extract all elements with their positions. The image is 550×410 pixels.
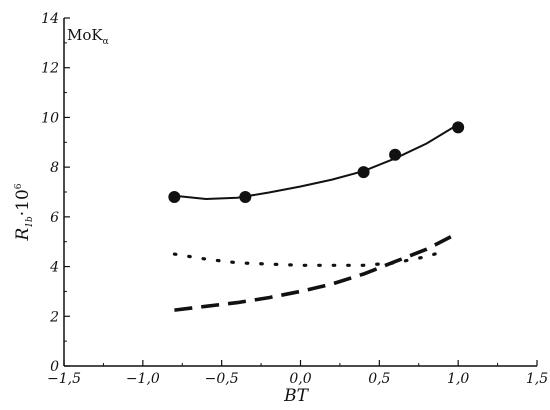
x-tick-label: 1,5 bbox=[526, 371, 548, 387]
y-tick-label: 0 bbox=[50, 359, 59, 375]
series-0-point bbox=[452, 121, 465, 134]
y-tick-label: 8 bbox=[50, 160, 59, 176]
axes bbox=[63, 18, 537, 367]
series bbox=[168, 121, 465, 312]
y-label-sub: 1b bbox=[25, 216, 35, 228]
x-tick-label: −1,5 bbox=[47, 371, 81, 387]
annotation-label: MoKα bbox=[67, 26, 109, 47]
y-label-main: R bbox=[13, 228, 33, 242]
x-tick-label: −1,0 bbox=[126, 371, 160, 387]
series-1-line bbox=[172, 250, 444, 267]
x-tick-label: −0,5 bbox=[205, 371, 239, 387]
y-axis-label: R1b·106 bbox=[13, 183, 35, 241]
x-tick-label: 1,0 bbox=[447, 371, 469, 387]
y-tick-label: 4 bbox=[49, 260, 59, 276]
ticks: −1,5 −1,0 −0,5 0,0 0,5 1,0 1,5 0 2 4 6 8 10 12 14 bbox=[41, 11, 548, 387]
y-tick-label: 14 bbox=[41, 11, 59, 27]
series-2-line bbox=[174, 231, 460, 312]
x-tick-label: 0,0 bbox=[289, 371, 311, 387]
x-tick-label: 0,5 bbox=[368, 371, 390, 387]
y-tick-label: 6 bbox=[50, 210, 59, 226]
y-label-middle: ·10 bbox=[13, 189, 33, 216]
series-0-point bbox=[239, 190, 252, 203]
y-tick-label: 2 bbox=[49, 309, 59, 325]
series-0-point bbox=[357, 166, 370, 179]
y-label-sup: 6 bbox=[14, 183, 24, 189]
y-tick-label: 12 bbox=[41, 61, 59, 77]
x-axis-label: BT bbox=[283, 386, 309, 406]
series-0-line bbox=[174, 123, 459, 201]
series-0-point bbox=[389, 148, 402, 161]
annotation-sub: α bbox=[103, 37, 109, 47]
y-tick-label: 10 bbox=[41, 110, 59, 126]
annotation-main: MoK bbox=[67, 26, 103, 44]
series-0-point bbox=[168, 190, 181, 203]
